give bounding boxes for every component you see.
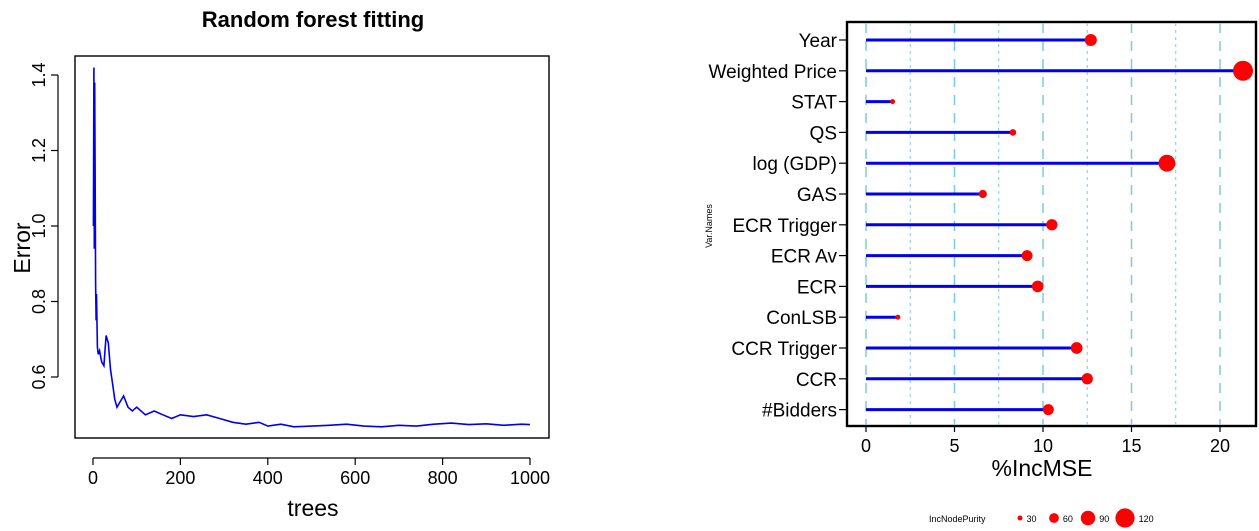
- variable-label: ECR: [797, 277, 837, 298]
- x-tick-label: 20: [1210, 436, 1230, 456]
- variable-label: Year: [799, 31, 838, 52]
- variable-label: CCR: [796, 370, 837, 391]
- variable-label: CCR Trigger: [731, 339, 837, 360]
- lollipop-point: [1158, 154, 1176, 172]
- importance-plot: 0 5 10 15 20 Year Weighted Price STAT QS log (GD…: [704, 20, 1258, 528]
- x-axis-label: %IncMSE: [992, 455, 1093, 481]
- x-tick-label: 1000: [510, 468, 550, 488]
- x-axis: 0 5 10 15 20: [861, 426, 1230, 456]
- y-tick-label: 0.6: [29, 364, 49, 389]
- lollipop-point: [1233, 60, 1254, 81]
- y-tick-label: 1.4: [29, 62, 49, 87]
- size-legend: IncNodePurity 30 60 90 120: [929, 508, 1154, 528]
- plot-frame: [845, 20, 1258, 428]
- plot-title: Random forest fitting: [202, 7, 424, 32]
- x-tick-label: 0: [861, 436, 871, 456]
- lollipop-point: [1046, 219, 1058, 231]
- error-series-line: [92, 67, 531, 428]
- lollipop-point: [1070, 342, 1083, 354]
- variable-label: ECR Trigger: [732, 216, 837, 237]
- size-legend-dot: [1115, 508, 1135, 528]
- error-plot: Random forest fitting 0 200 400 600 800 1000 …: [9, 7, 550, 521]
- plot-frame: [74, 55, 550, 439]
- variable-label: Weighted Price: [709, 62, 838, 83]
- x-tick-label: 5: [949, 436, 959, 456]
- lollipop-point: [1084, 33, 1097, 47]
- x-tick-label: 800: [428, 468, 458, 488]
- lollipop-point: [895, 314, 901, 320]
- variable-label: log (GDP): [753, 154, 837, 175]
- y-axis: 0.6 0.8 1.0 1.2 1.4: [29, 62, 59, 390]
- size-legend-label: 120: [1139, 514, 1154, 524]
- lollipop-point: [978, 189, 987, 199]
- lollipop-point: [1042, 404, 1054, 416]
- size-legend-label: 60: [1063, 514, 1073, 524]
- variable-label: GAS: [797, 185, 837, 206]
- variable-label: QS: [810, 123, 837, 144]
- size-legend-dot: [1017, 515, 1023, 521]
- variable-label: ECR Av: [771, 247, 838, 268]
- y-axis-label: Error: [9, 222, 35, 273]
- lollipop-rows: Year Weighted Price STAT QS log (GDP) GAS ECR …: [709, 31, 1254, 422]
- x-tick-label: 600: [340, 468, 370, 488]
- x-tick-label: 400: [253, 468, 283, 488]
- x-axis: 0 200 400 600 800 1000: [88, 457, 550, 488]
- x-axis-label: trees: [287, 495, 338, 521]
- size-legend-title: IncNodePurity: [929, 514, 986, 524]
- variable-label: #Bidders: [762, 401, 837, 422]
- x-tick-label: 10: [1033, 436, 1053, 456]
- size-legend-label: 30: [1027, 514, 1037, 524]
- lollipop-point: [1081, 373, 1093, 385]
- size-legend-dot: [1080, 510, 1096, 526]
- variable-label: STAT: [791, 93, 837, 114]
- x-tick-label: 0: [88, 468, 98, 488]
- lollipop-point: [890, 99, 896, 105]
- variable-label: ConLSB: [766, 308, 837, 329]
- lollipop-point: [1009, 129, 1017, 136]
- x-tick-label: 200: [165, 468, 195, 488]
- y-tick-label: 1.2: [29, 138, 49, 163]
- y-tick-label: 0.8: [29, 289, 49, 314]
- lollipop-point: [1031, 280, 1044, 293]
- lollipop-point: [1021, 250, 1033, 262]
- size-legend-dot: [1049, 513, 1059, 523]
- y-axis-label: Var.Names: [704, 204, 714, 248]
- y-tick-label: 1.0: [29, 213, 49, 238]
- size-legend-label: 90: [1099, 514, 1109, 524]
- x-tick-label: 15: [1121, 436, 1141, 456]
